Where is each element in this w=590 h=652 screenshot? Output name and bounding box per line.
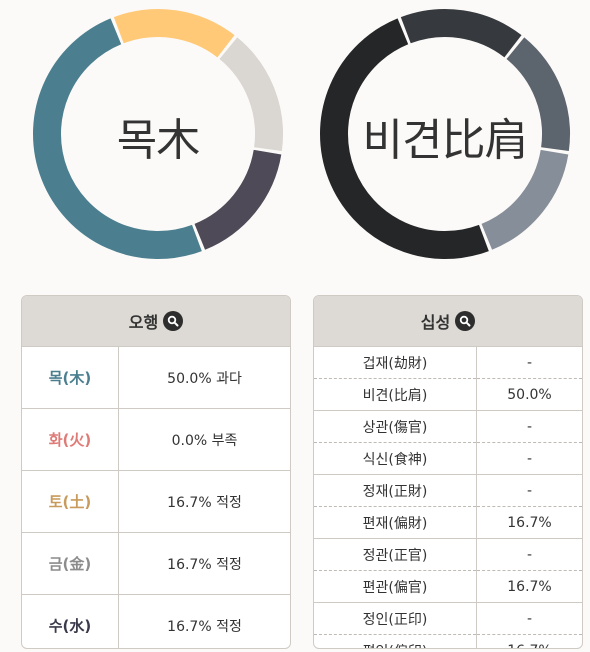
- ohaeng-row: 화(火) 0.0% 부족: [22, 408, 290, 471]
- donut-1-segment: [400, 9, 522, 58]
- ohaeng-card: 오행 목(木) 50.0% 과다 화(火) 0.0% 부족 토(土) 16.7% 적정 금(…: [21, 295, 291, 649]
- ohaeng-element-value: 16.7% 적정: [167, 618, 242, 635]
- sipseong-donut-center-label: 비견比肩: [362, 115, 529, 166]
- sipseong-row: 편인(偏印)16.7%: [314, 634, 583, 649]
- sipseong-value: 16.7%: [476, 570, 582, 603]
- search-icon[interactable]: [163, 311, 184, 331]
- sipseong-name: 겁재(劫財): [314, 347, 477, 379]
- sipseong-title: 십성: [420, 313, 451, 332]
- sipseong-row: 정관(正官) -: [314, 538, 582, 571]
- ohaeng-row: 금(金) 16.7% 적정: [22, 532, 290, 595]
- sipseong-name: 비견(比肩): [314, 378, 477, 411]
- sipseong-row: 편재(偏財) 16.7%: [314, 506, 582, 539]
- sipseong-value: -: [476, 410, 582, 443]
- sipseong-value: 16.7%: [476, 506, 582, 539]
- sipseong-name: 정재(正財): [314, 474, 477, 507]
- ohaeng-element-value: 16.7% 적정: [118, 532, 290, 595]
- ohaeng-row: 토(土) 16.7% 적정: [22, 470, 290, 533]
- sipseong-row: 겁재(劫財) -: [314, 347, 582, 379]
- sipseong-name: 상관(傷官): [314, 410, 477, 443]
- search-icon[interactable]: [455, 311, 476, 331]
- sipseong-value: -: [476, 347, 582, 379]
- sipseong-row: 정재(正財) -: [314, 474, 582, 507]
- ohaeng-table: 목(木) 50.0% 과다 화(火) 0.0% 부족 토(土) 16.7% 적정 금(金) 1…: [22, 347, 290, 648]
- donut-0-segment: [194, 149, 282, 250]
- ohaeng-donut-svg: [33, 9, 283, 259]
- ohaeng-element-label: 금(金): [22, 532, 119, 595]
- ohaeng-row: 목(木) 50.0% 과다: [22, 347, 290, 409]
- ohaeng-donut-center-label: 목木: [116, 115, 200, 166]
- sipseong-name: 식신(食神): [314, 442, 477, 475]
- donut-0-segment: [219, 37, 283, 152]
- sipseong-row: 편관(偏官) 16.7%: [314, 570, 582, 603]
- sipseong-value: 50.0%: [476, 378, 582, 411]
- sipseong-donut-chart: 비견比肩: [313, 0, 577, 272]
- sipseong-value: -: [476, 474, 582, 507]
- ohaeng-donut-chart: 목木: [26, 0, 290, 272]
- sipseong-row: 비견(比肩) 50.0%: [314, 378, 582, 411]
- donut-1-segment: [320, 18, 489, 259]
- sipseong-name: 편관(偏官): [314, 570, 477, 603]
- sipseong-row: 상관(傷官) -: [314, 410, 582, 443]
- ohaeng-element-label: 토(土): [22, 470, 119, 533]
- ohaeng-element-label: 화(火): [22, 408, 119, 471]
- ohaeng-element-value: 16.7% 적정: [118, 470, 290, 533]
- sipseong-value: -: [476, 442, 582, 475]
- donut-1-segment: [506, 37, 570, 152]
- sipseong-row: 정인(正印) -: [314, 602, 582, 635]
- ohaeng-element-label: 목(木): [22, 347, 119, 409]
- sipseong-name: 편재(偏財): [314, 506, 477, 539]
- ohaeng-element-value: 0.0% 부족: [118, 408, 290, 471]
- donut-0-segment: [113, 9, 235, 58]
- ohaeng-header: 오행: [22, 296, 290, 347]
- sipseong-value: -: [476, 602, 582, 635]
- sipseong-name: 정관(正官): [314, 538, 477, 571]
- ohaeng-title: 오행: [128, 313, 159, 332]
- sipseong-table: 겁재(劫財) - 비견(比肩) 50.0% 상관(傷官) - 식신(食神) - 정재(正財) - 편…: [314, 347, 583, 649]
- sipseong-name: 정인(正印): [314, 602, 477, 635]
- sipseong-name: 편인(偏印): [314, 634, 477, 648]
- sipseong-value: -: [476, 538, 582, 571]
- sipseong-card: 십성 겁재(劫財) - 비견(比肩) 50.0% 상관(傷官) - 식신(食神) - 정재(正財…: [313, 295, 583, 649]
- donut-0-segment: [33, 18, 202, 259]
- sipseong-row: 식신(食神) -: [314, 442, 582, 475]
- sipseong-donut-svg: [320, 9, 570, 259]
- ohaeng-row: 수(水) 16.7% 적정: [22, 594, 290, 648]
- sipseong-header: 십성: [314, 296, 582, 347]
- sipseong-value: 16.7%: [477, 635, 583, 649]
- ohaeng-element-value: 50.0% 과다: [118, 347, 290, 409]
- donut-1-segment: [481, 149, 569, 250]
- ohaeng-element-label: 수(水): [22, 594, 119, 648]
